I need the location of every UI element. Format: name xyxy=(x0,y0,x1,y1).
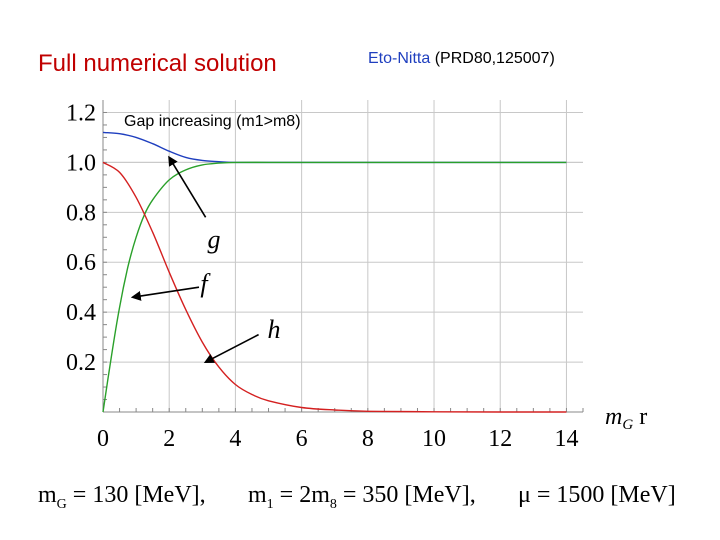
y-tick-label: 1.0 xyxy=(66,150,96,176)
reference-citation: (PRD80,125007) xyxy=(434,50,555,67)
param-m1: m1 = 2m8 = 350 [MeV], xyxy=(248,482,476,512)
curve-label-f: f xyxy=(200,269,211,298)
axes xyxy=(102,100,583,413)
curve-h xyxy=(102,161,567,413)
grid xyxy=(103,100,583,412)
x-tick-label: 0 xyxy=(97,426,109,452)
y-tick-label: 0.4 xyxy=(66,300,96,326)
reference: Eto-Nitta (PRD80,125007) xyxy=(368,50,555,68)
x-tick-label: 12 xyxy=(488,426,512,452)
arrow-h xyxy=(203,333,259,364)
curve-g xyxy=(102,131,567,164)
x-tick-label: 14 xyxy=(554,426,578,452)
x-tick-label: 6 xyxy=(296,426,308,452)
arrow-f xyxy=(130,286,200,301)
y-tick-label: 0.8 xyxy=(66,200,96,226)
y-tick-label: 1.2 xyxy=(66,100,96,126)
solution-chart: 0 2 4 6 8 10 12 14 0.2 0.4 0.6 0.8 1.0 1.2 mG r gf h xyxy=(66,100,647,452)
labels: 0 2 4 6 8 10 12 14 0.2 0.4 0.6 0.8 1.0 1.2 mG r gf h xyxy=(66,100,647,452)
x-tick-label: 4 xyxy=(229,426,241,452)
arrow-g xyxy=(168,155,207,218)
x-tick-label: 10 xyxy=(422,426,446,452)
param-mg: mG = 130 [MeV], xyxy=(38,482,206,512)
curve-label-g: g xyxy=(208,225,221,254)
arrows xyxy=(130,155,259,364)
x-axis-title: mG r xyxy=(605,404,647,433)
param-mu: μ = 1500 [MeV] xyxy=(518,482,676,508)
curves xyxy=(102,131,567,413)
ticks xyxy=(103,111,584,412)
curve-f xyxy=(102,161,567,413)
y-tick-label: 0.6 xyxy=(66,250,96,276)
x-tick-label: 2 xyxy=(163,426,175,452)
y-tick-label: 0.2 xyxy=(66,350,96,376)
x-tick-label: 8 xyxy=(362,426,374,452)
gap-annotation: Gap increasing (m1>m8) xyxy=(124,113,301,130)
slide-title: Full numerical solution xyxy=(38,50,277,77)
reference-authors: Eto-Nitta xyxy=(368,50,431,67)
curve-label-h: h xyxy=(268,315,281,344)
